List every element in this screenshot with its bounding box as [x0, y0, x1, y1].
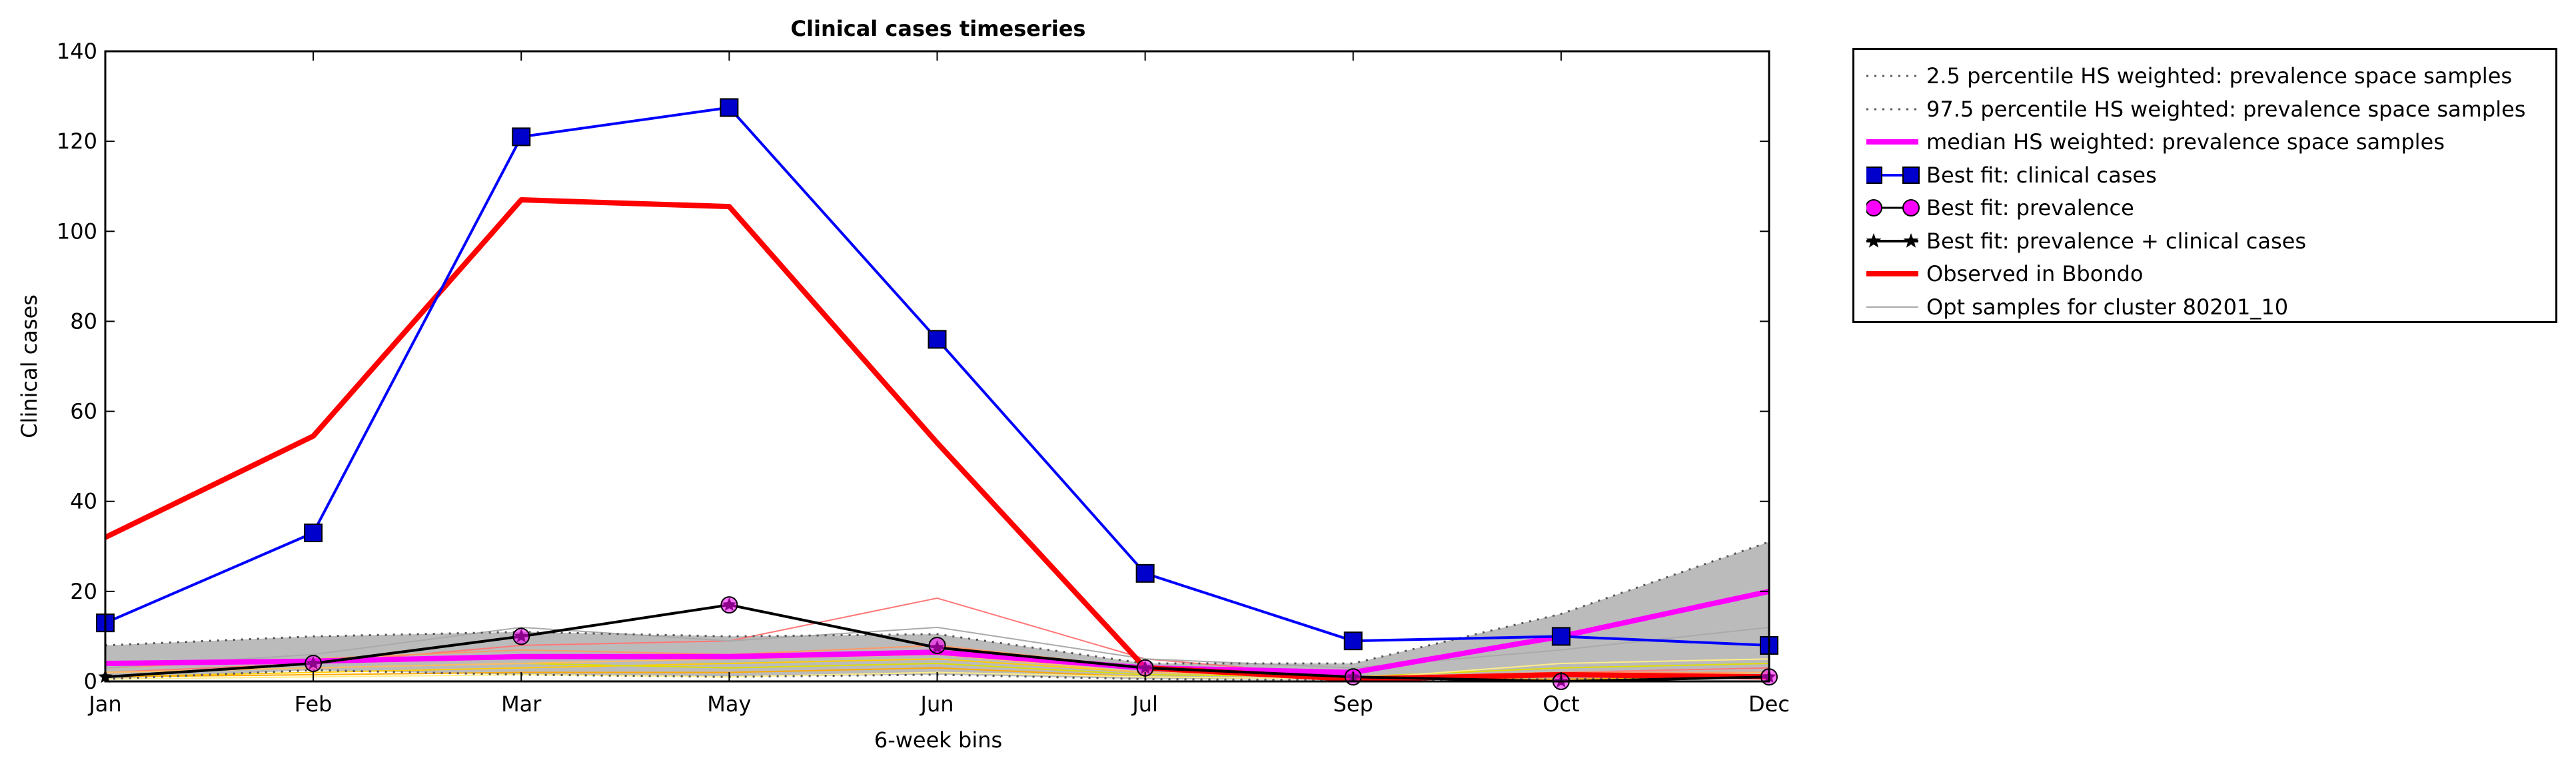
data-point [512, 127, 531, 147]
y-axis-label: Clinical cases [17, 294, 42, 438]
legend-item: Best fit: prevalence [1854, 190, 2555, 223]
x-tick-label: Mar [501, 691, 542, 717]
plot-frame [104, 50, 1770, 683]
series-line [105, 541, 1769, 665]
legend-swatch [1866, 166, 1920, 184]
y-tick-label: 120 [57, 129, 97, 154]
legend-label: Best fit: prevalence + clinical cases [1926, 228, 2307, 254]
x-tick-label: Dec [1748, 691, 1790, 717]
legend-item: Best fit: clinical cases [1854, 157, 2555, 191]
x-axis-label: 6-week bins [874, 727, 1002, 753]
x-tick-label: Jan [87, 691, 121, 717]
x-tick-label: May [707, 691, 751, 717]
legend-swatch [1866, 108, 1918, 110]
data-point [928, 636, 946, 654]
y-tick-label: 40 [70, 489, 97, 514]
legend-item: 97.5 percentile HS weighted: prevalence … [1854, 91, 2555, 125]
plot-area: 0 20 40 60 80 100 120 140 Jan Feb Mar May Jun Jul Sep O… [57, 39, 1790, 717]
legend-swatch [1866, 306, 1918, 308]
data-point [1551, 627, 1571, 646]
data-point [512, 627, 530, 645]
data-point [305, 654, 322, 672]
data-point [928, 330, 947, 349]
legend-label: Observed in Bbondo [1926, 261, 2144, 286]
legend-label: Opt samples for cluster 80201_10 [1926, 294, 2289, 320]
x-tick-label: Feb [295, 691, 332, 717]
series-line [105, 197, 1769, 681]
x-tick-label: Jun [920, 691, 954, 717]
legend-item: 2.5 percentile HS weighted: prevalence s… [1854, 58, 2555, 91]
y-tick-label: 140 [57, 39, 97, 64]
legend-item: Observed in Bbondo [1854, 256, 2555, 289]
chart-title: Clinical cases timeseries [791, 16, 1086, 41]
y-tick-label: 100 [57, 218, 97, 244]
data-point [304, 524, 323, 543]
legend-label: 97.5 percentile HS weighted: prevalence … [1926, 96, 2526, 122]
legend-label: Best fit: prevalence [1926, 195, 2134, 220]
legend-label: median HS weighted: prevalence space sam… [1926, 129, 2445, 155]
x-tick-label: Oct [1543, 691, 1579, 717]
x-tick-label: Sep [1333, 691, 1373, 717]
legend-label: Best fit: clinical cases [1926, 162, 2157, 188]
legend-label: 2.5 percentile HS weighted: prevalence s… [1926, 63, 2513, 89]
data-point [720, 596, 738, 614]
legend-swatch [1866, 232, 1919, 248]
data-point [1343, 631, 1363, 651]
legend-swatch [1866, 75, 1918, 77]
legend-item: Best fit: prevalence + clinical cases [1854, 223, 2555, 256]
x-tick-label: Jul [1131, 691, 1158, 717]
legend-swatch [1866, 139, 1918, 145]
legend-swatch [1866, 199, 1920, 216]
series-line [105, 626, 1769, 669]
y-tick-label: 60 [70, 399, 97, 424]
data-point [1135, 564, 1155, 583]
legend-swatch [1866, 271, 1918, 276]
legend-item: median HS weighted: prevalence space sam… [1854, 124, 2555, 157]
y-tick-label: 20 [70, 579, 97, 604]
data-point [720, 98, 739, 117]
y-tick-label: 0 [84, 669, 97, 694]
series-line [105, 106, 1769, 647]
legend: 2.5 percentile HS weighted: prevalence s… [1852, 48, 2557, 323]
legend-item: Opt samples for cluster 80201_10 [1854, 289, 2555, 322]
y-tick-label: 80 [70, 308, 97, 334]
